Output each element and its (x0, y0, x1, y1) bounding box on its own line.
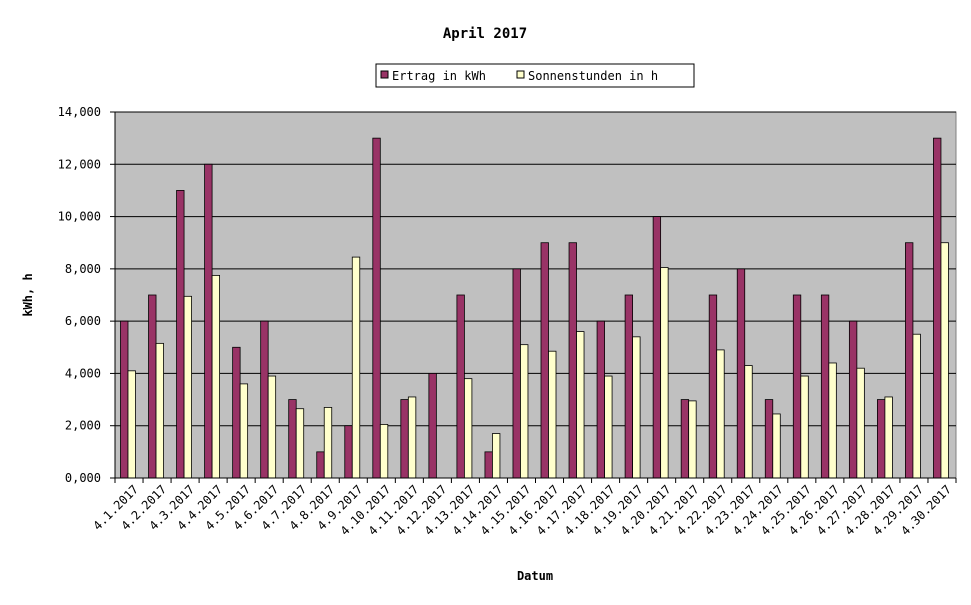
bar-ertrag (848, 320, 858, 479)
bars (120, 137, 949, 479)
bar-ertrag (288, 399, 297, 479)
bar-sonnenstunden (716, 349, 725, 479)
bar-sonnenstunden (604, 375, 613, 479)
bar-sonnenstunden (463, 378, 473, 479)
bar-ertrag (820, 294, 830, 479)
bar-sonnenstunden (407, 396, 417, 479)
legend-box (375, 63, 695, 88)
bar-sonnenstunden (520, 344, 529, 479)
y-tick-label: 8,000 (65, 262, 101, 276)
bar-ertrag (176, 190, 185, 479)
bar-ertrag (260, 320, 269, 479)
bar-ertrag (764, 399, 774, 479)
y-tick-label: 2,000 (65, 419, 101, 433)
bar-ertrag (736, 268, 746, 479)
bar-sonnenstunden (940, 242, 949, 479)
bar-sonnenstunden (323, 407, 333, 479)
x-axis-label: Datum (517, 569, 553, 583)
y-axis-label: kWh, h (21, 273, 35, 316)
bar-ertrag (316, 451, 325, 479)
bar-sonnenstunden (155, 342, 164, 479)
bar-sonnenstunden (744, 365, 753, 479)
bar-ertrag (652, 216, 662, 479)
bar-sonnenstunden (632, 336, 641, 479)
bar-sonnenstunden (183, 295, 192, 479)
y-tick-label: 10,000 (58, 210, 101, 224)
bar-sonnenstunden (548, 350, 557, 479)
y-tick-label: 4,000 (65, 366, 101, 380)
legend-label-ertrag: Ertrag in kWh (392, 69, 486, 83)
bar-sonnenstunden (800, 375, 809, 479)
bar-ertrag (568, 242, 577, 479)
bar-ertrag (372, 137, 381, 479)
bar-ertrag (148, 294, 157, 479)
plot-area (114, 111, 957, 479)
bar-ertrag (905, 242, 914, 479)
bar-sonnenstunden (884, 396, 893, 479)
bar-sonnenstunden (379, 424, 389, 479)
chart-title: April 2017 (443, 26, 527, 42)
bar-ertrag (708, 294, 718, 479)
bar-ertrag (428, 373, 437, 479)
bar-sonnenstunden (351, 256, 361, 479)
bar-ertrag (540, 242, 549, 479)
bar-sonnenstunden (211, 274, 221, 479)
gridlines (115, 111, 956, 427)
legend: Ertrag in kWh Sonnenstunden in h (375, 63, 695, 88)
bar-ertrag (456, 294, 465, 479)
y-tick-label: 0,000 (65, 471, 101, 485)
bar-sonnenstunden (688, 400, 697, 479)
axes (110, 111, 957, 483)
y-tick-label: 14,000 (58, 105, 101, 119)
bar-ertrag (680, 399, 690, 479)
bar-ertrag (624, 294, 633, 479)
bar-ertrag (933, 137, 942, 479)
bar-sonnenstunden (912, 333, 921, 479)
bar-ertrag (344, 425, 353, 479)
bar-ertrag (512, 268, 521, 479)
bar-sonnenstunden (492, 433, 501, 479)
y-tick-label: 12,000 (58, 157, 101, 171)
y-tick-labels: 0,000 2,000 4,000 6,000 8,000 10,000 12,000 14,… (58, 105, 101, 485)
legend-swatch-sonnenstunden (516, 70, 525, 79)
bar-ertrag (232, 346, 241, 479)
bar-sonnenstunden (856, 367, 865, 479)
bar-sonnenstunden (772, 413, 781, 479)
bar-sonnenstunden (828, 362, 837, 479)
bar-sonnenstunden (295, 408, 305, 479)
x-tick-labels: 4.1.20174.2.20174.3.20174.4.20174.5.2017… (90, 482, 954, 538)
bar-sonnenstunden (660, 267, 669, 479)
bar-sonnenstunden (127, 370, 136, 479)
bar-ertrag (400, 399, 409, 479)
bar-sonnenstunden (576, 331, 585, 479)
bar-sonnenstunden (267, 375, 277, 479)
bar-ertrag (120, 320, 129, 479)
y-tick-label: 6,000 (65, 314, 101, 328)
legend-label-sonnenstunden: Sonnenstunden in h (528, 69, 658, 83)
bar-ertrag (484, 451, 493, 479)
bar-ertrag (877, 399, 886, 479)
bar-ertrag (596, 320, 605, 479)
bar-sonnenstunden (239, 383, 249, 479)
legend-swatch-ertrag (380, 70, 389, 79)
bar-ertrag (792, 294, 802, 479)
bar-ertrag (204, 163, 213, 479)
